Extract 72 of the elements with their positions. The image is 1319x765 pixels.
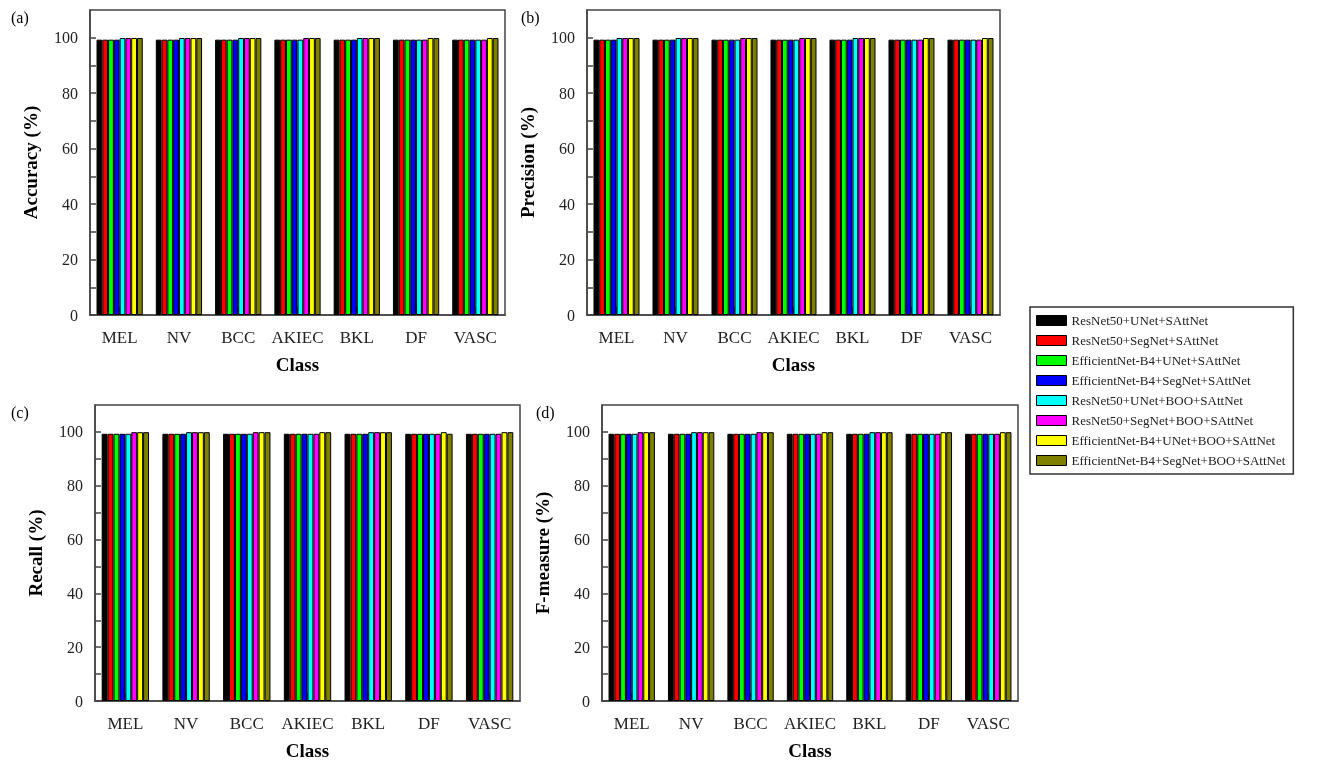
legend-label: EfficientNet-B4+UNet+BOO+SAttNet [1071,433,1276,448]
x-tick-label: BCC [229,714,264,733]
x-tick-label: VASC [453,328,497,347]
legend-label: EfficientNet-B4+SegNet+BOO+SAttNet [1071,453,1286,468]
y-tick-label: 40 [574,584,590,602]
x-axis-title: Class [275,354,320,375]
y-tick-label: 80 [62,84,78,102]
x-tick-label: NV [173,714,200,733]
x-tick-label: BKL [339,328,374,347]
y-tick-label: 40 [62,195,78,213]
legend-label: ResNet50+SegNet+SAttNet [1071,333,1219,348]
x-tick-label: MEL [107,714,144,733]
y-tick-label: 80 [574,477,590,495]
y-tick-label: 100 [59,423,83,441]
y-tick-label: 60 [574,531,590,549]
x-tick-label: AKIEC [281,714,334,733]
x-tick-label: BKL [835,328,870,347]
x-tick-label: DF [917,714,940,733]
y-tick-label: 60 [67,531,83,549]
x-tick-label: AKIEC [271,328,324,347]
x-tick-label: VASC [966,714,1010,733]
x-tick-label: NV [678,714,705,733]
x-tick-label: DF [900,328,923,347]
y-tick-label: 100 [54,29,78,47]
y-tick-label: 0 [70,306,78,324]
y-axis-title: F-measure (%) [532,491,554,615]
x-axis-title: Class [771,354,816,375]
y-axis-title: Accuracy (%) [20,105,42,220]
x-tick-label: AKIEC [767,328,820,347]
y-tick-label: 20 [62,251,78,269]
x-tick-label: AKIEC [784,714,836,733]
y-tick-label: 20 [574,638,590,656]
x-tick-label: MEL [613,714,650,733]
legend-label: EfficientNet-B4+SegNet+SAttNet [1071,373,1251,388]
y-tick-label: 0 [75,692,83,710]
y-tick-label: 80 [559,84,575,102]
y-tick-label: 80 [67,477,83,495]
x-tick-label: DF [405,328,427,347]
x-tick-label: BKL [852,714,887,733]
chart-title: (a) [11,8,29,27]
x-tick-label: BCC [717,328,752,347]
chart-title: (d) [536,403,555,422]
legend-label: ResNet50+UNet+SAttNet [1071,313,1209,328]
y-tick-label: 20 [67,638,83,656]
legend-label: ResNet50+SegNet+BOO+SAttNet [1071,413,1254,428]
x-axis-title: Class [285,740,330,761]
y-axis-title: Recall (%) [25,509,47,597]
y-tick-label: 0 [567,306,575,324]
x-tick-label: NV [166,328,192,347]
y-axis-title: Precision (%) [517,107,539,218]
y-tick-label: 60 [559,140,575,158]
x-tick-label: BKL [351,714,386,733]
y-tick-label: 60 [62,140,78,158]
y-tick-label: 100 [551,29,575,47]
x-tick-label: VASC [468,714,512,733]
x-axis-title: Class [788,740,832,761]
x-tick-label: DF [418,714,440,733]
y-tick-label: 0 [582,692,590,710]
y-tick-label: 40 [559,195,575,213]
legend-label: EfficientNet-B4+UNet+SAttNet [1071,353,1241,368]
legend-label: ResNet50+UNet+BOO+SAttNet [1071,393,1244,408]
y-tick-label: 20 [559,251,575,269]
x-tick-label: VASC [948,328,993,347]
y-tick-label: 100 [566,423,590,441]
chart-title: (b) [521,8,540,27]
x-tick-label: MEL [598,328,635,347]
y-tick-label: 40 [67,584,83,602]
x-tick-label: BCC [221,328,256,347]
x-tick-label: MEL [101,328,138,347]
x-tick-label: NV [663,328,689,347]
chart-title: (c) [11,403,29,422]
x-tick-label: BCC [733,714,768,733]
